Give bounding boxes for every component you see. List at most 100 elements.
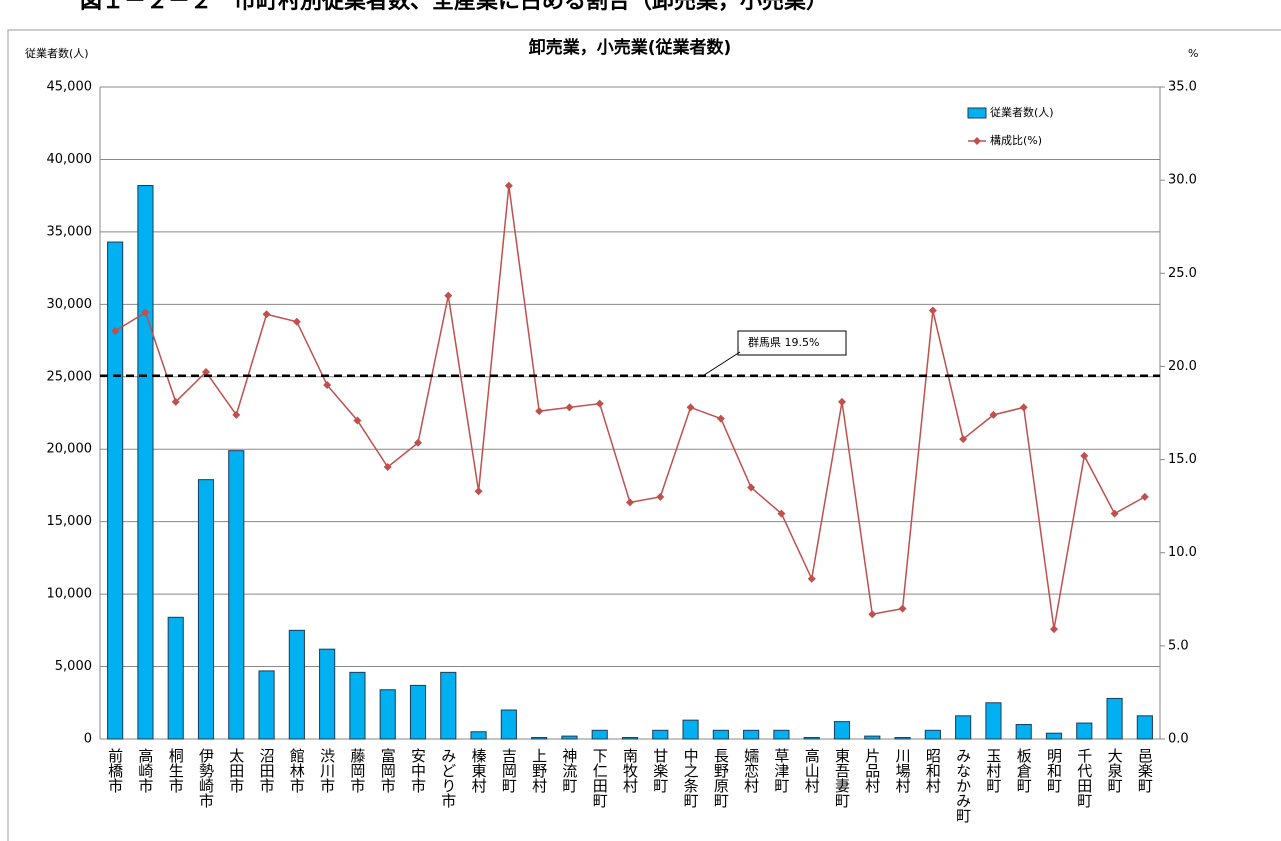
marker (716, 414, 725, 423)
y2-tick-label: 5.0 (1168, 638, 1189, 653)
bar (985, 702, 1002, 740)
bar (288, 629, 305, 740)
y-tick-label: 5,000 (55, 659, 92, 674)
bar (409, 684, 427, 740)
y2-tick-label: 20.0 (1168, 359, 1197, 374)
marker (868, 610, 877, 619)
y-tick-label: 40,000 (47, 152, 93, 167)
bar (440, 671, 457, 740)
x-tick-label: 太田市 (227, 748, 245, 793)
bar (652, 729, 669, 740)
bar (1045, 732, 1063, 740)
marker (111, 327, 120, 336)
bar (1106, 697, 1123, 740)
x-tick-label: 安中市 (409, 748, 427, 793)
x-tick-label: 東吾妻町 (833, 748, 851, 808)
y-tick-label: 20,000 (47, 442, 93, 457)
bar (743, 729, 760, 740)
bar (258, 670, 275, 740)
marker (383, 463, 392, 472)
bar (531, 737, 548, 740)
bar (561, 735, 578, 740)
x-tick-label: 下仁田町 (591, 748, 609, 808)
bar (833, 721, 851, 740)
bar (773, 729, 790, 740)
bar (924, 729, 941, 740)
marker (898, 604, 907, 613)
x-tick-label: みどり市 (439, 748, 457, 808)
x-tick-label: 吉岡町 (500, 748, 518, 793)
y-tick-label: 45,000 (47, 80, 93, 95)
bar (197, 479, 215, 740)
x-tick-label: 玉村町 (984, 748, 1002, 793)
x-tick-label: 大泉町 (1106, 748, 1124, 793)
marker (232, 410, 241, 419)
bar (228, 450, 245, 740)
x-tick-label: 館林市 (288, 748, 306, 793)
marker (262, 310, 271, 319)
marker (565, 403, 574, 412)
marker (535, 407, 544, 416)
bar (682, 719, 699, 740)
bar (107, 241, 124, 740)
legend-label: 構成比(%) (990, 134, 1042, 147)
x-tick-label: 富岡市 (379, 747, 397, 793)
bar (894, 737, 911, 740)
marker (747, 483, 756, 492)
x-tick-label: 中之条町 (682, 748, 700, 808)
x-tick-label: 川場村 (894, 748, 912, 793)
x-tick-label: 嬬恋村 (742, 748, 760, 793)
bar (470, 731, 487, 740)
marker (474, 487, 483, 496)
legend-marker (973, 137, 981, 145)
x-tick-label: みなかみ町 (954, 748, 972, 823)
bar (349, 671, 366, 740)
marker (171, 397, 180, 406)
marker (656, 492, 665, 501)
marker (292, 317, 301, 326)
x-tick-label: 榛東村 (470, 748, 488, 793)
y2-tick-label: 0.0 (1168, 732, 1189, 747)
x-tick-label: 渋川市 (318, 748, 336, 793)
bar (591, 729, 608, 740)
chart-title: 卸売業，小売業(従業者数) (529, 37, 732, 58)
x-tick-label: 邑楽町 (1136, 748, 1154, 793)
bar (1076, 722, 1093, 740)
y2-tick-label: 25.0 (1168, 266, 1197, 281)
marker (202, 368, 210, 377)
x-tick-label: 草津町 (772, 748, 790, 793)
x-tick-label: 千代田町 (1075, 748, 1093, 808)
marker (777, 509, 786, 518)
y-tick-label: 30,000 (47, 297, 93, 312)
marker (504, 181, 513, 190)
bar (955, 715, 972, 740)
marker (353, 416, 362, 425)
marker (1140, 492, 1149, 501)
x-tick-label: 昭和村 (924, 748, 942, 793)
x-tick-label: 神流町 (560, 748, 578, 793)
bar (500, 709, 517, 740)
y2-tick-label: 35.0 (1168, 80, 1197, 95)
bar (621, 737, 639, 740)
x-tick-label: 板倉町 (1015, 747, 1033, 793)
marker (1110, 509, 1119, 518)
annotation-box (737, 330, 847, 356)
marker (989, 410, 998, 419)
y-tick-label: 10,000 (47, 587, 93, 602)
marker (686, 403, 695, 412)
bar (1136, 715, 1153, 740)
frame (7, 29, 1281, 841)
bar (864, 735, 881, 740)
y-tick-label: 25,000 (47, 369, 93, 384)
marker (928, 306, 937, 315)
bar (379, 689, 396, 740)
y2-tick-label: 10.0 (1168, 545, 1197, 560)
legend-swatch (967, 107, 987, 119)
marker (959, 435, 968, 444)
bar (803, 737, 820, 740)
marker (444, 291, 453, 300)
annotation-arrow (702, 351, 741, 377)
x-tick-label: 片品村 (863, 748, 881, 793)
annotation: 群馬県 19.5% (748, 335, 819, 349)
